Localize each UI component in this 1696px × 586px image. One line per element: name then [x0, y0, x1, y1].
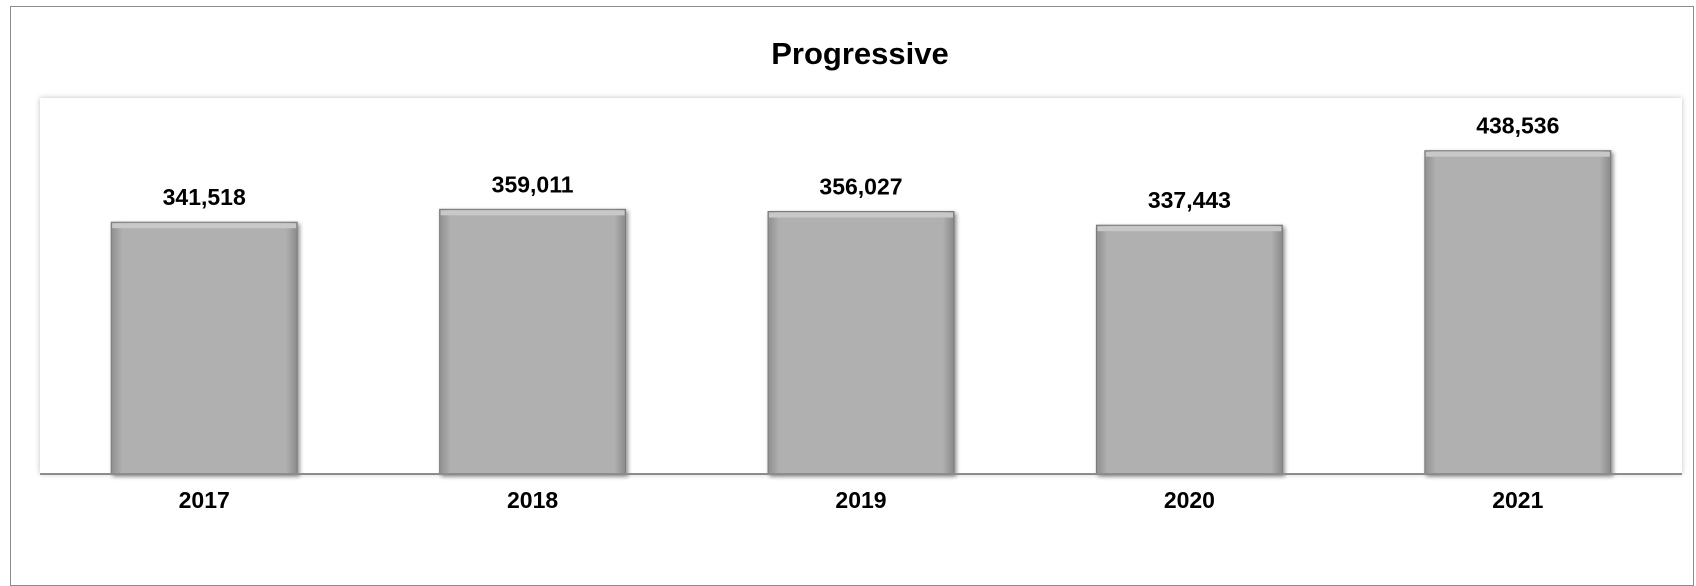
data-label-2018: 359,011 — [492, 171, 574, 197]
bar-2020 — [1095, 224, 1283, 475]
x-tick-label-2019: 2019 — [835, 487, 886, 513]
x-tick-labels-group: 2017 2018 2019 2020 2021 — [179, 487, 1544, 513]
bar-2018 — [439, 208, 627, 475]
bar-2019 — [767, 211, 955, 475]
data-labels-group: 341,518 359,011 356,027 337,443 438,536 — [163, 113, 1560, 214]
data-label-2021: 438,536 — [1476, 113, 1559, 139]
bar-bevel-2021 — [1425, 151, 1610, 157]
bar-bevel-2020 — [1097, 226, 1282, 232]
bar-bevel-2018 — [440, 210, 625, 216]
bar-bevel-2019 — [769, 212, 953, 218]
data-label-2020: 337,443 — [1148, 187, 1231, 213]
data-label-2019: 356,027 — [819, 174, 902, 200]
bar-2021 — [1424, 150, 1612, 475]
bar-bevel-2017 — [112, 223, 297, 229]
x-tick-label-2020: 2020 — [1164, 487, 1215, 513]
x-tick-label-2018: 2018 — [507, 487, 558, 513]
data-label-2017: 341,518 — [163, 184, 246, 210]
bar-2017 — [110, 221, 298, 475]
chart-title: Progressive — [771, 36, 949, 71]
bars-group — [110, 150, 1612, 475]
x-tick-label-2021: 2021 — [1492, 487, 1543, 513]
x-tick-label-2017: 2017 — [179, 487, 230, 513]
